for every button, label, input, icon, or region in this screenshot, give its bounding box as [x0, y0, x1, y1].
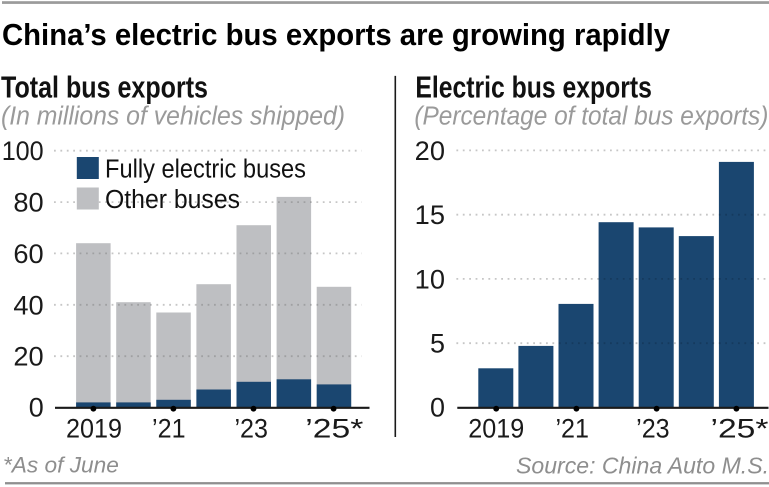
svg-text:60: 60 [13, 239, 43, 269]
svg-text:2019: 2019 [468, 414, 524, 444]
svg-text:(In millions of vehicles shipp: (In millions of vehicles shipped) [1, 103, 345, 131]
svg-text:’23: ’23 [234, 414, 268, 444]
svg-text:20: 20 [415, 136, 445, 166]
svg-text:’21: ’21 [555, 414, 589, 444]
svg-text:’25*: ’25* [711, 414, 769, 444]
svg-text:’23: ’23 [636, 414, 670, 444]
svg-text:10: 10 [415, 264, 445, 294]
svg-text:40: 40 [13, 290, 43, 320]
svg-text:Source: China Auto M.S.: Source: China Auto M.S. [516, 453, 769, 479]
svg-text:Other buses: Other buses [105, 186, 240, 214]
svg-text:’21: ’21 [152, 414, 186, 444]
svg-text:Electric bus exports: Electric bus exports [415, 69, 652, 104]
svg-text:5: 5 [430, 329, 445, 359]
svg-text:’25*: ’25* [305, 414, 364, 444]
svg-text:80: 80 [13, 188, 43, 218]
svg-text:*As of June: *As of June [3, 453, 119, 478]
svg-text:100: 100 [2, 136, 44, 166]
svg-text:15: 15 [415, 200, 445, 230]
svg-text:China’s electric bus exports a: China’s electric bus exports are growing… [2, 18, 670, 52]
svg-text:0: 0 [430, 393, 445, 423]
svg-text:Fully electric buses: Fully electric buses [105, 155, 306, 183]
svg-text:20: 20 [13, 342, 43, 372]
svg-text:0: 0 [29, 393, 44, 423]
svg-text:2019: 2019 [66, 414, 122, 444]
svg-text:(Percentage of total bus expor: (Percentage of total bus exports) [414, 103, 768, 131]
svg-text:Total bus exports: Total bus exports [1, 70, 208, 105]
